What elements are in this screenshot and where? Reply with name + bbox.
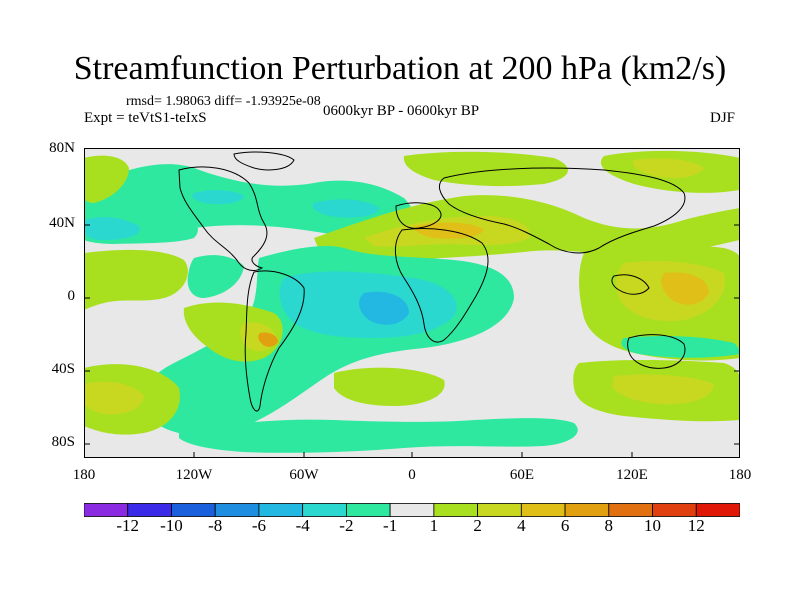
- lon-label: 180: [728, 467, 752, 483]
- contour-region: [84, 249, 188, 310]
- contour-region: [661, 272, 709, 305]
- colorbar-swatch: [564, 503, 610, 517]
- contour-region: [187, 255, 244, 298]
- colorbar-label: -4: [295, 516, 310, 535]
- colorbar-label: -8: [208, 516, 223, 535]
- lon-label: 0: [408, 467, 416, 483]
- map-frame: [84, 148, 740, 458]
- lon-label: 60W: [289, 467, 319, 483]
- colorbar-label: -2: [339, 516, 354, 535]
- colorbar-swatch: [127, 503, 172, 517]
- plot-title: Streamfunction Perturbation at 200 hPa (…: [73, 50, 727, 87]
- colorbar-label: -1: [383, 516, 398, 535]
- contour-region: [621, 335, 740, 358]
- contour-region: [84, 155, 129, 203]
- colorbar: [84, 503, 740, 517]
- colorbar-label: -10: [160, 516, 183, 535]
- lat-label: 0: [67, 288, 76, 304]
- colorbar-swatch: [389, 503, 435, 517]
- lon-label: 60E: [509, 467, 535, 483]
- lat-label: 40N: [49, 215, 75, 231]
- colorbar-swatch: [608, 503, 653, 517]
- contour-region: [84, 217, 140, 240]
- lon-label: 120W: [175, 467, 213, 483]
- period-label: 0600kyr BP - 0600kyr BP: [323, 103, 480, 119]
- contour-region: [633, 158, 704, 178]
- colorbar-swatch: [433, 503, 478, 517]
- contour-region: [312, 199, 379, 218]
- contour-region: [84, 381, 144, 415]
- lat-label: 80N: [49, 140, 75, 156]
- colorbar-label: -12: [116, 516, 140, 535]
- lat-label: 40S: [51, 361, 75, 377]
- contour-region: [179, 418, 578, 453]
- contour-region: [192, 190, 244, 205]
- experiment-label: Expt = teVtS1-teIxS: [84, 110, 207, 126]
- stats-text: rmsd= 1.98063 diff= -1.93925e-08: [126, 94, 321, 109]
- colorbar-swatch: [302, 503, 347, 517]
- colorbar-swatch: [345, 503, 391, 517]
- lon-label: 180: [72, 467, 96, 483]
- colorbar-label: 8: [604, 516, 614, 535]
- colorbar-swatch: [477, 503, 522, 517]
- contour-region: [258, 332, 278, 347]
- coastlines: [178, 151, 686, 412]
- colorbar-swatch: [520, 503, 566, 517]
- colorbar-label: 10: [644, 516, 662, 535]
- colorbar-swatch: [695, 503, 740, 517]
- streamfunction-map: [84, 148, 740, 458]
- colorbar-swatch: [214, 503, 260, 517]
- lon-label: 120E: [616, 467, 648, 483]
- colorbar-label: 1: [429, 516, 439, 535]
- colorbar-swatch: [652, 503, 697, 517]
- colorbar-label: -6: [251, 516, 266, 535]
- colorbar-swatch: [171, 503, 216, 517]
- colorbar-swatch: [84, 503, 129, 517]
- lat-label: 80S: [51, 434, 75, 450]
- contour-region: [612, 374, 714, 405]
- contour-region: [359, 291, 409, 325]
- colorbar-label: 6: [560, 516, 570, 535]
- contour-region: [334, 367, 445, 406]
- colorbar-label: 4: [517, 516, 526, 535]
- colorbar-swatch: [258, 503, 304, 517]
- colorbar-label: 2: [473, 516, 482, 535]
- season-label: DJF: [710, 110, 736, 126]
- colorbar-label: 12: [687, 516, 705, 535]
